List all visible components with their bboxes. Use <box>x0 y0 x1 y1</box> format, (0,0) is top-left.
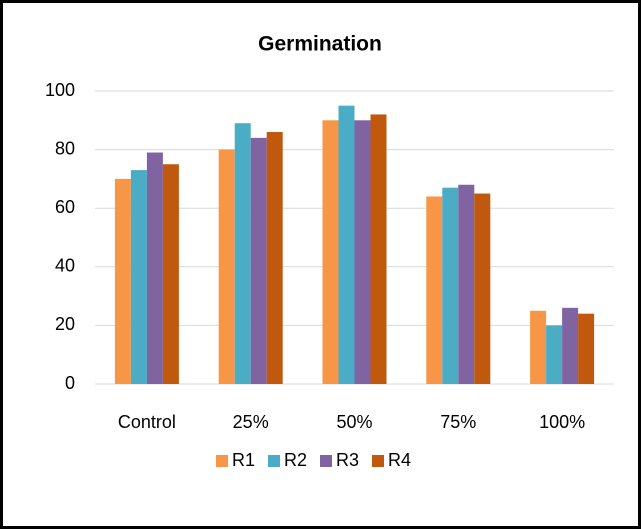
bar <box>130 170 147 384</box>
x-tick-label: 50% <box>336 412 372 432</box>
bar <box>578 313 595 384</box>
legend-swatch <box>320 455 332 467</box>
legend-label: R2 <box>284 450 307 470</box>
y-tick-label: 60 <box>55 197 75 217</box>
y-tick-label: 0 <box>65 373 75 393</box>
y-tick-label: 80 <box>55 138 75 158</box>
y-tick-label: 100 <box>45 80 75 100</box>
bar <box>218 149 235 384</box>
x-tick-label: Control <box>118 412 176 432</box>
bar <box>426 196 443 384</box>
chart-title: Germination <box>258 33 382 56</box>
x-tick-label: 75% <box>440 412 476 432</box>
bar <box>250 137 267 384</box>
bar <box>354 120 371 385</box>
bar <box>530 310 547 384</box>
bar <box>442 187 459 384</box>
bar <box>370 114 387 384</box>
bar <box>458 184 475 384</box>
x-tick-label: 25% <box>233 412 269 432</box>
bar <box>114 178 131 384</box>
bar <box>266 132 283 384</box>
legend-label: R1 <box>232 450 255 470</box>
legend-swatch <box>216 455 228 467</box>
bar <box>562 307 579 384</box>
bar <box>474 193 491 384</box>
bar <box>322 120 339 385</box>
legend-swatch <box>268 455 280 467</box>
x-tick-label: 100% <box>539 412 585 432</box>
bar <box>338 105 355 385</box>
legend-label: R4 <box>388 450 411 470</box>
bar <box>162 164 179 384</box>
bar <box>146 152 163 384</box>
bar <box>234 123 251 384</box>
y-tick-label: 20 <box>55 314 75 334</box>
bar <box>546 325 563 384</box>
y-tick-label: 40 <box>55 256 75 276</box>
legend-label: R3 <box>336 450 359 470</box>
legend-swatch <box>372 455 384 467</box>
